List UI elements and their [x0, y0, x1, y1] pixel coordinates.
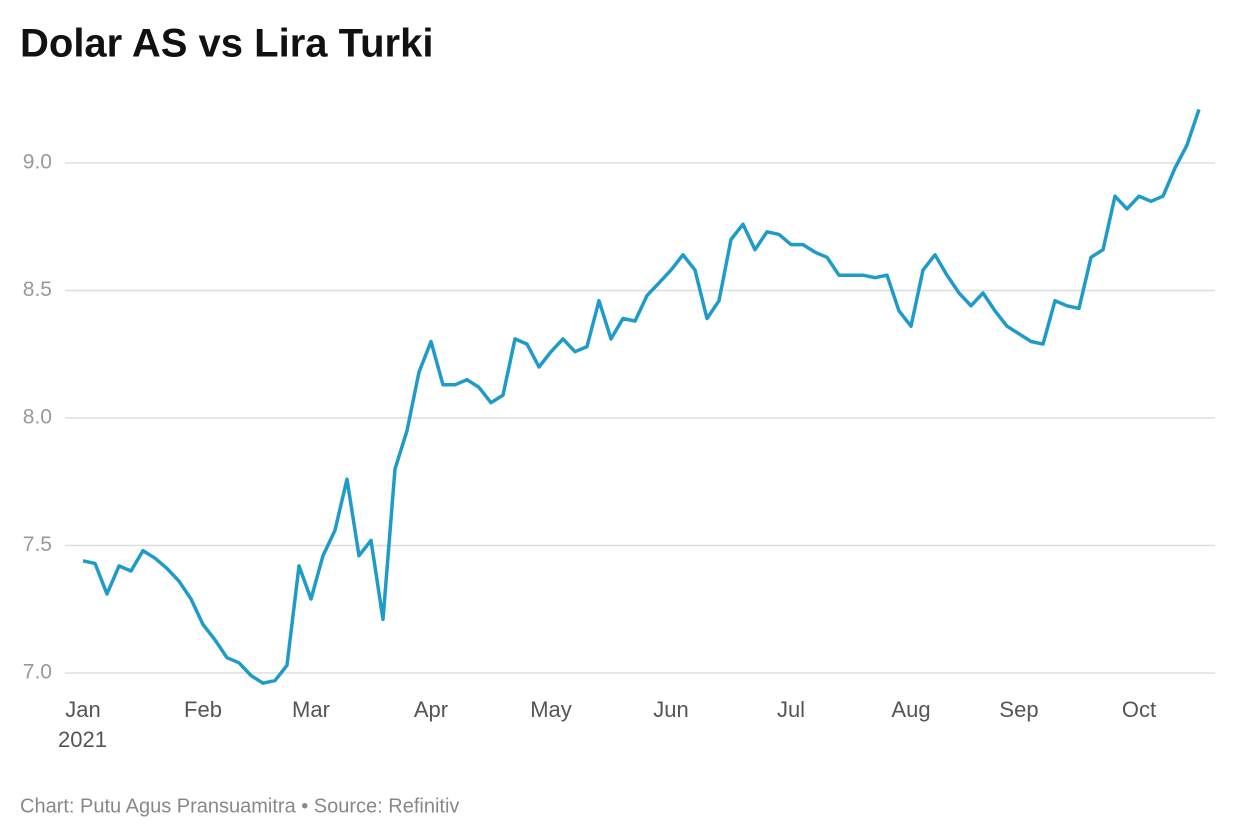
x-tick-label: Jun [653, 697, 688, 722]
y-tick-label: 8.0 [23, 406, 52, 429]
y-tick-label: 7.5 [23, 533, 52, 556]
x-tick-label: Mar [292, 697, 330, 722]
x-tick-label: Feb [184, 697, 222, 722]
x-tick-label: Aug [891, 697, 930, 722]
x-tick-label: Oct [1122, 697, 1156, 722]
x-tick-label: Sep [999, 697, 1038, 722]
year-label: 2021 [58, 727, 107, 752]
y-tick-label: 9.0 [23, 151, 52, 174]
data-line [82, 108, 1201, 685]
y-tick-label: 7.0 [23, 661, 52, 684]
y-tick-label: 8.5 [23, 278, 52, 301]
x-tick-label: May [530, 697, 572, 722]
x-tick-label: Jul [777, 697, 805, 722]
x-tick-label: Jan [65, 697, 100, 722]
footer: Chart: Putu Agus Pransuamitra • Source: … [20, 795, 459, 817]
chart-title: Dolar AS vs Lira Turki [20, 22, 433, 66]
x-tick-label: Apr [414, 697, 448, 722]
